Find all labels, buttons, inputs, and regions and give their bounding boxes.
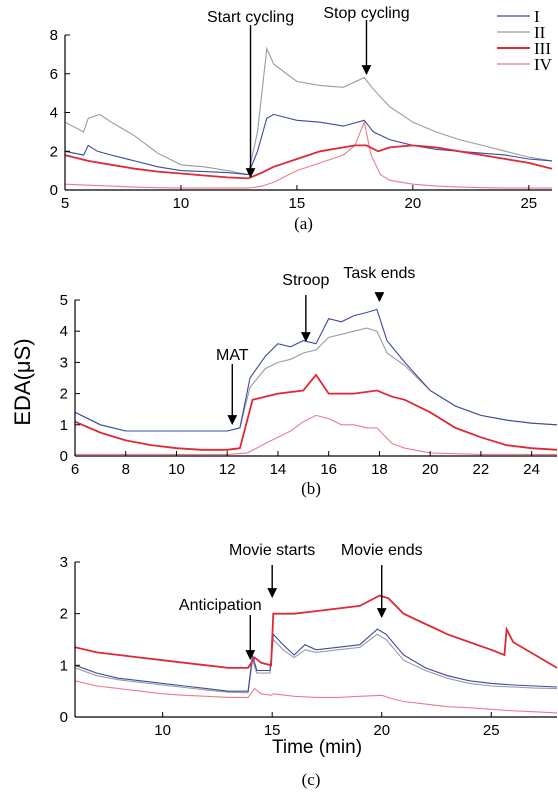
- x-tick-label: 15: [264, 722, 281, 739]
- y-tick-label: 4: [60, 323, 68, 340]
- y-tick-label: 8: [50, 27, 58, 44]
- y-tick-label: 3: [60, 554, 68, 571]
- x-tick-label: 10: [173, 195, 190, 212]
- x-tick-label: 10: [168, 461, 185, 478]
- series-line-ii: [64, 46, 553, 176]
- y-tick-label: 0: [50, 182, 58, 199]
- legend-label-iii: III: [534, 39, 551, 58]
- y-tick-label: 2: [60, 606, 68, 623]
- series-line-iii: [64, 144, 553, 180]
- annotation-label: Anticipation: [179, 597, 262, 614]
- annotation-label: Stop cycling: [323, 5, 409, 22]
- y-axis-label: EDA(μS): [10, 338, 35, 425]
- x-tick-label: 20: [422, 461, 439, 478]
- y-tick-label: 2: [60, 386, 68, 403]
- series-line-i: [74, 308, 558, 432]
- panel-caption: (c): [302, 770, 321, 789]
- x-tick-label: 5: [61, 195, 69, 212]
- y-tick-label: 6: [50, 66, 58, 83]
- x-tick-label: 24: [523, 461, 540, 478]
- x-tick-label: 8: [122, 461, 130, 478]
- x-tick-label: 16: [320, 461, 337, 478]
- annotation-label: Stroop: [282, 272, 329, 289]
- annotation-label: Movie ends: [341, 542, 423, 559]
- annotation-label: Start cycling: [207, 9, 294, 26]
- x-tick-label: 10: [154, 722, 171, 739]
- x-tick-label: 15: [289, 195, 306, 212]
- panel-c: 10 15 20 25 0 1 2 3 Anticipation Movie starts Movi…: [60, 542, 558, 789]
- x-tick-label: 12: [219, 461, 236, 478]
- legend-label-i: I: [534, 7, 540, 26]
- series-line-iii: [74, 594, 558, 669]
- x-tick-label: 18: [371, 461, 388, 478]
- series-line-iv: [64, 120, 552, 189]
- y-tick-label: 5: [60, 292, 68, 309]
- series-line-i: [74, 628, 558, 692]
- panel-caption: (b): [301, 479, 321, 498]
- annotation-label: Task ends: [343, 265, 415, 282]
- annotation-label: MAT: [216, 347, 249, 364]
- x-tick-label: 22: [473, 461, 490, 478]
- x-tick-label: 25: [483, 722, 500, 739]
- x-tick-label: 14: [270, 461, 287, 478]
- legend-label-iv: IV: [534, 55, 553, 74]
- legend-label-ii: II: [534, 23, 546, 42]
- annotation-label: Movie starts: [229, 542, 315, 559]
- y-tick-label: 1: [60, 657, 68, 674]
- panel-caption: (a): [294, 214, 313, 233]
- series-line-iii: [74, 373, 558, 451]
- x-tick-label: 25: [520, 195, 537, 212]
- x-axis-label: Time (min): [272, 737, 362, 758]
- x-tick-label: 20: [373, 722, 390, 739]
- y-tick-label: 1: [60, 417, 68, 434]
- y-tick-label: 0: [60, 448, 68, 465]
- x-tick-label: 20: [405, 195, 422, 212]
- y-tick-label: 0: [60, 709, 68, 726]
- x-tick-label: 6: [71, 461, 79, 478]
- y-tick-label: 2: [50, 143, 58, 160]
- series-line-iv: [74, 680, 558, 714]
- panel-a: 5 10 15 20 25 0 2 4 6 8 Start cycling Stop cycling (…: [50, 5, 553, 233]
- y-tick-label: 3: [60, 354, 68, 371]
- series-line-ii: [74, 633, 558, 694]
- series-line-iv: [75, 414, 557, 455]
- y-tick-label: 4: [50, 105, 58, 122]
